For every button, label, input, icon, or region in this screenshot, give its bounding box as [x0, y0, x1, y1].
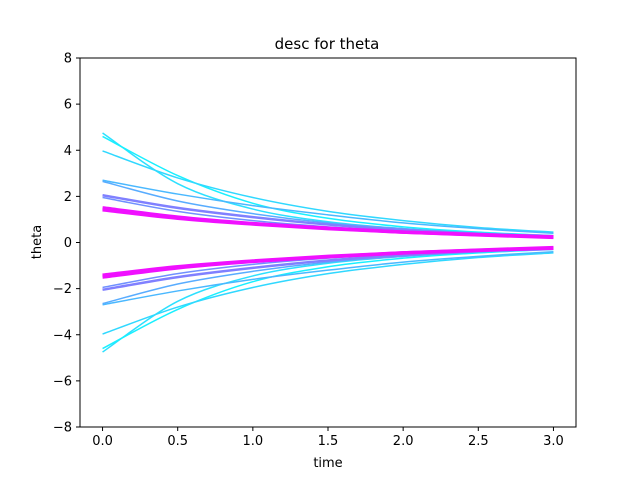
y-tick-label: −6 — [53, 374, 72, 389]
series-line-1 — [102, 132, 554, 237]
series-line-7 — [102, 179, 554, 235]
x-tick-label: 2.0 — [393, 434, 414, 449]
chart-title: desc for theta — [275, 35, 380, 53]
plot-frame — [79, 57, 577, 428]
y-tick-label: 0 — [64, 236, 72, 251]
x-tick-label: 3.0 — [543, 434, 564, 449]
y-tick-label: −4 — [53, 328, 72, 343]
series-line-18 — [102, 246, 554, 277]
series-layer — [102, 132, 554, 353]
y-axis: −8 −6 −4 −2 0 2 4 6 8 — [53, 52, 80, 436]
series-line-6 — [102, 252, 554, 335]
series-line-4 — [102, 248, 554, 350]
y-tick-label: −2 — [53, 282, 72, 297]
y-tick-label: −8 — [53, 421, 72, 436]
y-axis-label: theta — [30, 225, 45, 259]
series-line-5 — [102, 150, 554, 233]
x-tick-label: 0.5 — [167, 434, 188, 449]
x-axis: 0.0 0.5 1.0 1.5 2.0 2.5 3.0 — [92, 427, 564, 449]
x-tick-label: 1.0 — [243, 434, 264, 449]
x-tick-label: 1.5 — [318, 434, 339, 449]
x-tick-label: 0.0 — [92, 434, 113, 449]
series-line-3 — [102, 135, 554, 237]
series-line-8 — [102, 250, 554, 306]
series-line-17 — [102, 208, 554, 239]
y-tick-label: 2 — [64, 190, 72, 205]
x-tick-label: 2.5 — [468, 434, 489, 449]
y-tick-label: 8 — [64, 52, 72, 67]
y-tick-label: 6 — [64, 98, 72, 113]
x-axis-label: time — [313, 456, 342, 471]
y-tick-label: 4 — [64, 144, 72, 159]
series-line-2 — [102, 248, 554, 353]
